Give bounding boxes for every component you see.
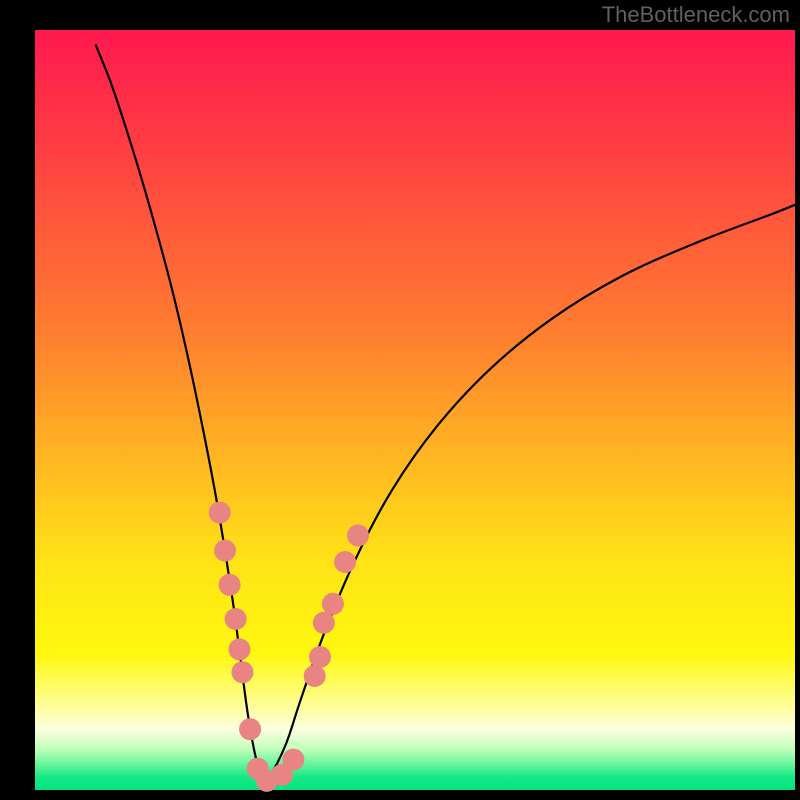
curve-marker [225,608,247,630]
chart-gradient-background [35,30,795,790]
curve-marker [239,718,261,740]
curve-marker [209,502,231,524]
curve-marker [322,593,344,615]
curve-marker [219,574,241,596]
chart-container: TheBottleneck.com [0,0,800,800]
watermark-text: TheBottleneck.com [602,2,790,28]
curve-marker [228,638,250,660]
curve-marker [282,749,304,771]
curve-marker [334,551,356,573]
curve-marker [214,540,236,562]
curve-marker [309,646,331,668]
curve-marker [313,612,335,634]
curve-marker [347,524,369,546]
bottleneck-chart [0,0,800,800]
curve-marker [231,661,253,683]
curve-marker [304,665,326,687]
